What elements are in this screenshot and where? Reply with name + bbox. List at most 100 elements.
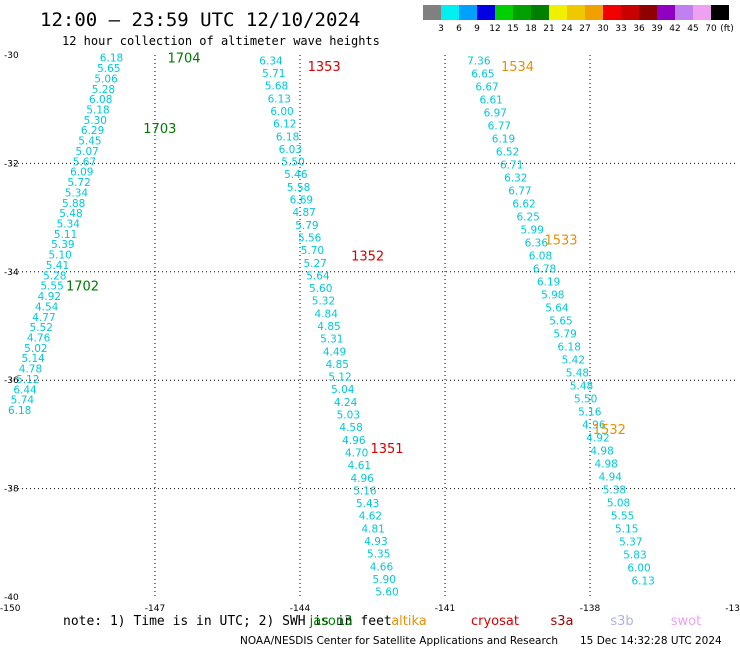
colorbar-label: 6 <box>456 24 462 34</box>
swh-value-label: 6.18 <box>276 131 299 143</box>
swh-value-label: 4.85 <box>326 359 349 371</box>
colorbar-label: 9 <box>474 24 480 34</box>
colorbar-label: 45 <box>687 24 698 34</box>
pass-number-label: 1703 <box>143 122 176 137</box>
satellite-legend: jason3 altika cryosat s3a s3b swot <box>309 614 702 629</box>
swh-value-label: 4.62 <box>359 511 382 523</box>
swh-value-label: 5.98 <box>541 290 564 302</box>
swh-value-label: 6.13 <box>631 576 654 588</box>
swh-value-label: 5.60 <box>375 587 398 599</box>
swh-value-label: 4.96 <box>582 420 606 432</box>
swh-value-label: 5.31 <box>320 334 343 346</box>
grid <box>10 55 735 597</box>
swh-value-label: 5.48 <box>566 368 589 380</box>
swh-value-label: 5.79 <box>553 329 576 341</box>
x-tick-label: -141 <box>435 604 455 614</box>
colorbar-label: 21 <box>543 24 554 34</box>
swh-value-label: 5.18 <box>86 105 109 117</box>
swh-value-label: 4.87 <box>292 207 315 219</box>
colorbar-swatch <box>423 5 441 20</box>
pass-number-label: 1532 <box>593 423 626 438</box>
swh-value-label: 4.76 <box>27 332 51 344</box>
colorbar-label: 36 <box>633 24 645 34</box>
swh-value-label: 5.67 <box>73 156 96 168</box>
swh-value-label: 5.32 <box>312 296 335 308</box>
colorbar-swatch <box>531 5 549 20</box>
swh-value-label: 6.29 <box>81 125 104 137</box>
swh-value-label: 5.79 <box>295 220 318 232</box>
colorbar-swatch <box>603 5 621 20</box>
swh-value-label: 5.27 <box>303 258 326 270</box>
pass-number-label: 1353 <box>308 60 341 75</box>
swh-value-label: 5.35 <box>367 549 390 561</box>
colorbar-label: 39 <box>651 24 663 34</box>
swh-value-label: 6.25 <box>516 212 539 224</box>
swh-value-label: 5.28 <box>43 270 66 282</box>
satellite-legend-jason3: jason3 <box>309 614 353 629</box>
swh-value-label: 5.43 <box>356 498 379 510</box>
colorbar-swatch <box>477 5 495 20</box>
swh-value-label: 5.48 <box>59 208 82 220</box>
swh-value-label: 5.14 <box>21 353 45 365</box>
swh-value-label: 6.78 <box>533 264 556 276</box>
colorbar-swatch <box>495 5 513 20</box>
colorbar-label: 12 <box>489 24 500 34</box>
colorbar-label: 27 <box>579 24 590 34</box>
swh-value-label: 4.78 <box>19 364 42 376</box>
swh-value-label: 4.92 <box>586 433 609 445</box>
swh-value-label: 5.08 <box>607 498 630 510</box>
chart-note: note: 1) Time is in UTC; 2) SWH is in fe… <box>63 614 392 629</box>
satellite-legend-s3b: s3b <box>610 614 633 629</box>
y-tick-label: -30 <box>4 51 19 61</box>
swh-value-label: 5.11 <box>54 229 77 241</box>
colorbar-swatch <box>639 5 657 20</box>
swh-value-label: 5.52 <box>30 322 53 334</box>
swh-value-label: 5.16 <box>353 485 377 497</box>
x-tick-label: -150 <box>0 604 21 614</box>
swh-value-label: 5.55 <box>611 511 634 523</box>
colorbar-legend: 3 6 9 12 15 18 21 24 27 30 33 36 39 42 45 70 (ft) <box>423 5 734 34</box>
swh-value-label: 5.50 <box>281 157 304 169</box>
swh-value-label: 5.16 <box>578 407 602 419</box>
swh-value-label: 5.34 <box>57 218 81 230</box>
colorbar-label: 18 <box>525 24 537 34</box>
swh-value-label: 4.98 <box>594 459 617 471</box>
swh-value-label: 6.19 <box>492 133 515 145</box>
swh-value-label: 6.65 <box>471 68 494 80</box>
swh-tracks: 6.185.655.065.286.085.185.306.295.455.07… <box>8 53 655 599</box>
swh-value-label: 5.12 <box>16 374 39 386</box>
swh-value-label: 6.67 <box>475 81 498 93</box>
swh-value-label: 6.18 <box>100 53 123 65</box>
swh-value-label: 5.07 <box>75 146 98 158</box>
swh-value-label: 4.92 <box>38 291 61 303</box>
x-tick-label: -147 <box>145 604 165 614</box>
swh-value-label: 5.55 <box>40 281 63 293</box>
swh-value-label: 5.30 <box>84 115 107 127</box>
swh-value-label: 5.70 <box>301 245 324 257</box>
colorbar-swatch <box>567 5 585 20</box>
satellite-legend-altika: altika <box>391 614 427 629</box>
swh-value-label: 4.61 <box>348 460 371 472</box>
swh-value-label: 5.41 <box>46 260 69 272</box>
swh-value-label: 6.44 <box>13 384 37 396</box>
swh-value-label: 5.74 <box>11 395 35 407</box>
swh-value-label: 6.32 <box>504 172 527 184</box>
y-tick-label: -40 <box>4 593 19 603</box>
footer-timestamp: 15 Dec 14:32:28 UTC 2024 <box>580 635 722 647</box>
y-tick-label: -38 <box>4 485 19 495</box>
swh-value-label: 4.85 <box>317 321 340 333</box>
swh-value-label: 6.18 <box>558 342 581 354</box>
colorbar-swatch <box>441 5 459 20</box>
swh-value-label: 5.34 <box>65 187 89 199</box>
satellite-legend-swot: swot <box>671 614 701 629</box>
swh-value-label: 5.65 <box>549 316 572 328</box>
swh-value-label: 6.09 <box>70 167 93 179</box>
pass-number-label: 1351 <box>370 442 403 457</box>
swh-value-label: 4.96 <box>350 473 374 485</box>
swh-value-label: 4.66 <box>370 561 394 573</box>
swh-value-label: 5.45 <box>78 136 101 148</box>
swh-value-label: 6.71 <box>500 159 523 171</box>
axis-ticks: -30 -32 -34 -36 -38 -40-150 -147 -144 -141 -138 -1… <box>0 51 740 614</box>
swh-value-label: 6.19 <box>537 277 560 289</box>
